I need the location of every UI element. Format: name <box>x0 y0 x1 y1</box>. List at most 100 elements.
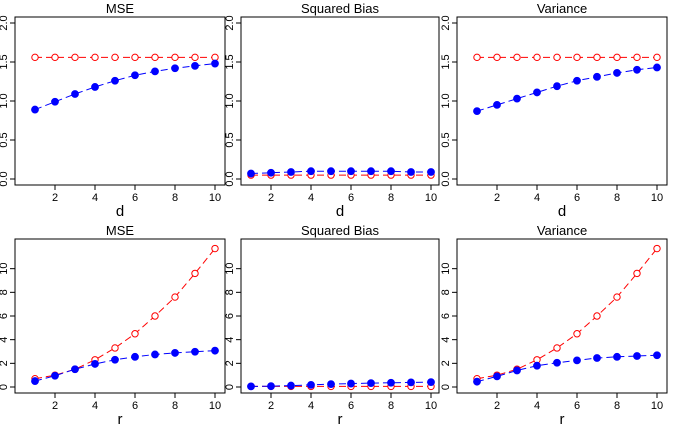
plot-frame <box>456 16 668 186</box>
data-point-blue <box>427 378 435 387</box>
data-point-blue <box>267 382 275 391</box>
data-point-blue <box>51 97 59 106</box>
data-point-blue <box>593 354 601 362</box>
data-point-blue <box>633 65 641 74</box>
data-point-blue <box>191 347 199 356</box>
data-point-blue <box>613 352 621 361</box>
data-point-blue <box>347 379 355 388</box>
y-tick-label: 1.5 <box>440 54 452 69</box>
data-point-blue <box>91 360 99 368</box>
data-point-blue <box>171 64 179 73</box>
data-point-blue <box>31 105 39 114</box>
y-tick-label: 0 <box>440 384 452 390</box>
data-point-blue <box>111 76 119 85</box>
y-tick-label: 2.0 <box>0 15 10 30</box>
data-point-red <box>553 53 561 62</box>
y-tick-label: 2.0 <box>224 15 236 30</box>
data-point-blue <box>191 62 199 70</box>
series-line-blue <box>250 381 432 387</box>
data-point-blue <box>593 72 601 81</box>
data-point-blue <box>387 167 395 176</box>
data-point-blue <box>553 358 561 367</box>
data-point-blue <box>327 380 335 389</box>
data-point-red <box>553 344 561 352</box>
y-tick-label: 8 <box>440 289 452 295</box>
data-point-blue <box>367 167 375 176</box>
data-point-red <box>51 53 59 62</box>
x-axis-label: r <box>560 411 565 428</box>
data-point-blue <box>407 168 415 176</box>
data-point-blue <box>51 371 59 380</box>
x-tick-label: 6 <box>574 192 580 204</box>
x-tick-label: 4 <box>92 192 98 204</box>
plot-frame <box>240 16 440 186</box>
data-point-red <box>91 53 99 62</box>
data-point-blue <box>151 350 159 359</box>
data-point-red <box>191 53 199 62</box>
y-tick-label: 6 <box>440 313 452 319</box>
data-point-blue <box>307 167 315 176</box>
data-point-blue <box>347 167 355 176</box>
data-point-blue <box>71 90 79 98</box>
chart-panel-2: Squared Bias 2 4 6 8 10 d 0.0 0.5 1.0 1.5 2.0 <box>224 1 440 220</box>
data-point-blue <box>573 356 581 365</box>
data-point-red <box>211 53 219 62</box>
data-point-red <box>513 53 521 62</box>
x-tick-label: 4 <box>308 400 314 412</box>
x-tick-label: 8 <box>388 192 394 204</box>
x-axis-label: d <box>336 203 344 220</box>
chart-panel-4: MSE 2 4 6 8 10 r 0 2 4 6 8 10 <box>0 223 226 428</box>
plot-frame <box>240 238 440 394</box>
y-tick-label: 1.5 <box>224 54 236 69</box>
data-point-blue <box>493 372 501 381</box>
y-tick-label: 4 <box>440 337 452 343</box>
data-point-blue <box>171 349 179 357</box>
data-point-red <box>151 312 159 320</box>
series-line-blue <box>250 170 431 175</box>
x-tick-label: 6 <box>132 400 138 412</box>
data-point-blue <box>613 69 621 77</box>
x-tick-label: 10 <box>209 400 221 412</box>
x-tick-label: 6 <box>348 192 354 204</box>
data-point-red <box>593 53 601 62</box>
data-point-blue <box>307 380 315 389</box>
data-point-red <box>493 53 501 62</box>
data-point-blue <box>71 365 79 374</box>
data-point-blue <box>287 381 295 390</box>
data-point-blue <box>387 378 395 387</box>
chart-panel-1: MSE 2 4 6 8 10 d 0.0 0.5 1.0 1.5 2.0 <box>0 1 226 220</box>
data-point-blue <box>31 377 39 385</box>
y-tick-label: 0 <box>224 384 236 390</box>
series-line-red <box>34 248 216 380</box>
plot-frame <box>14 238 226 394</box>
y-tick-label: 0 <box>0 384 10 390</box>
y-tick-label: 1.0 <box>440 93 452 108</box>
y-tick-label: 6 <box>224 313 236 319</box>
y-tick-label: 0.0 <box>224 171 236 186</box>
series-line-blue <box>476 354 658 383</box>
data-point-red <box>653 244 661 253</box>
data-point-blue <box>111 355 119 364</box>
y-tick-label: 1.5 <box>0 54 10 69</box>
y-tick-label: 0.0 <box>440 171 452 186</box>
data-point-red <box>111 53 119 62</box>
chart-panel-6: Variance 2 4 6 8 10 r 0 2 4 6 8 10 <box>440 223 668 428</box>
data-point-red <box>151 53 159 62</box>
chart-title: MSE <box>106 223 135 238</box>
series-line-blue <box>34 63 216 111</box>
data-point-red <box>191 269 199 278</box>
data-point-red <box>473 53 481 62</box>
x-tick-label: 10 <box>651 192 663 204</box>
data-point-red <box>131 53 139 62</box>
data-point-blue <box>407 378 415 387</box>
y-tick-label: 1.0 <box>0 93 10 108</box>
data-point-blue <box>653 63 661 72</box>
y-tick-label: 8 <box>0 289 10 295</box>
chart-title: Variance <box>537 223 587 238</box>
y-tick-label: 2 <box>440 360 452 366</box>
data-point-red <box>31 53 39 62</box>
x-tick-label: 6 <box>348 400 354 412</box>
series-line-blue <box>476 66 658 112</box>
